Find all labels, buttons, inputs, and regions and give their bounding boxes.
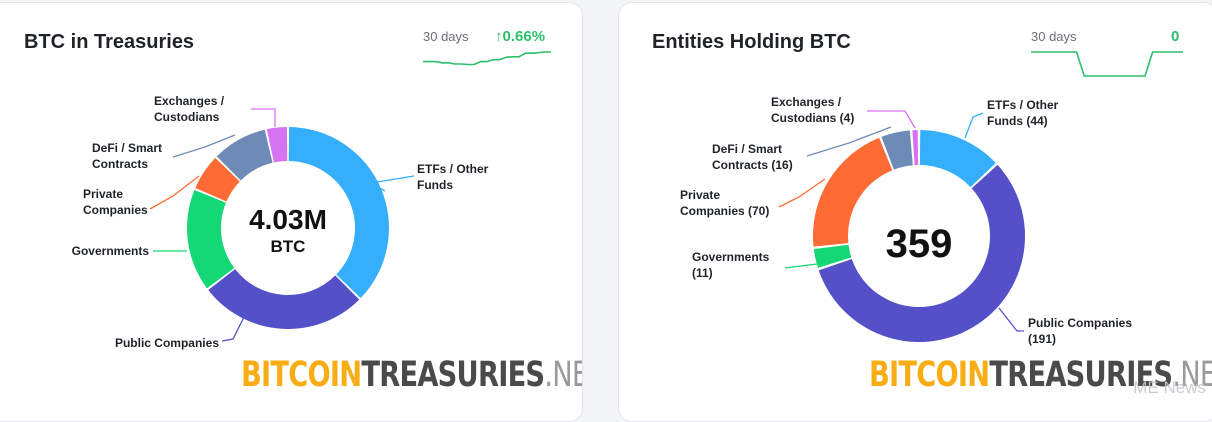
slice-label: Public Companies (191) bbox=[1028, 316, 1132, 346]
donut-slice-public-companies[interactable] bbox=[208, 269, 360, 330]
donut-slice-exchanges-custodians-4[interactable] bbox=[912, 130, 919, 166]
up-arrow-icon: ↑ bbox=[495, 28, 503, 45]
slice-label: ETFs / Other Funds bbox=[417, 162, 489, 192]
me-news-watermark: ME News bbox=[1133, 378, 1206, 397]
leader-line bbox=[867, 110, 916, 129]
leader-line bbox=[369, 175, 415, 192]
leader-line bbox=[784, 263, 818, 269]
leader-line bbox=[778, 178, 826, 208]
donut-slice-private-companies-70[interactable] bbox=[813, 137, 893, 247]
period-label: 30 days bbox=[1031, 29, 1077, 44]
donut-slice-defi-smart-contracts[interactable] bbox=[216, 129, 273, 181]
slice-label: Exchanges / Custodians (4) bbox=[771, 95, 854, 125]
sparkline-path bbox=[423, 51, 551, 66]
donut-slice-etfs-other-funds[interactable] bbox=[288, 127, 390, 299]
slice-label: Exchanges / Custodians bbox=[154, 94, 225, 124]
center-value: 359 bbox=[886, 222, 953, 266]
slice-label: Private Companies (70) bbox=[680, 188, 769, 218]
donut-slice-defi-smart-contracts-16[interactable] bbox=[881, 130, 913, 170]
slice-label: DeFi / Smart Contracts bbox=[92, 141, 162, 171]
donut-slice-private-companies[interactable] bbox=[195, 157, 240, 202]
entities-holding-btc-card: Entities Holding BTC 30 days 0 ETFs / Ot… bbox=[618, 2, 1212, 422]
change-value: ↑0.66% bbox=[495, 28, 546, 45]
period-label: 30 days bbox=[423, 29, 469, 44]
leader-line bbox=[172, 134, 236, 158]
slice-label: ETFs / Other Funds (44) bbox=[987, 98, 1059, 128]
center-unit: BTC bbox=[271, 237, 306, 256]
slice-label: Public Companies bbox=[115, 336, 219, 350]
donut-slice-public-companies-191[interactable] bbox=[818, 164, 1025, 342]
leader-line bbox=[221, 316, 245, 342]
donut-slice-governments-11[interactable] bbox=[813, 244, 852, 268]
card-title: BTC in Treasuries bbox=[24, 31, 195, 53]
sparkline bbox=[423, 51, 551, 66]
change-value: 0 bbox=[1171, 28, 1180, 45]
donut-chart: ETFs / Other Funds (44) Public Companies (1… bbox=[680, 95, 1132, 346]
donut-slice-governments[interactable] bbox=[186, 189, 235, 289]
leader-line bbox=[149, 175, 200, 210]
leader-line bbox=[806, 126, 892, 157]
leader-line bbox=[964, 112, 984, 139]
center-value: 4.03M bbox=[249, 204, 327, 235]
slice-label: Private Companies bbox=[83, 187, 148, 217]
donut-slice-etfs-other-funds-44[interactable] bbox=[919, 130, 996, 188]
leader-line bbox=[998, 307, 1024, 332]
btc-in-treasuries-card: BTC in Treasuries 30 days ↑0.66% ETFs / … bbox=[0, 2, 583, 422]
slice-label: Governments (11) bbox=[692, 250, 770, 280]
bitcointreasuries-logo: BITCOINTREASURIES.NET bbox=[869, 355, 1212, 395]
donut-slice-exchanges-custodians[interactable] bbox=[266, 127, 288, 163]
card-title: Entities Holding BTC bbox=[652, 31, 851, 53]
slice-label: DeFi / Smart Contracts (16) bbox=[712, 142, 793, 172]
slice-label: Governments bbox=[72, 244, 150, 258]
bitcointreasuries-logo: BITCOINTREASURIES.NET bbox=[241, 355, 582, 395]
leader-line bbox=[251, 108, 276, 127]
donut-chart: ETFs / Other Funds Public Companies Governm… bbox=[72, 94, 489, 350]
sparkline-path bbox=[1031, 51, 1183, 77]
sparkline bbox=[1031, 51, 1183, 77]
